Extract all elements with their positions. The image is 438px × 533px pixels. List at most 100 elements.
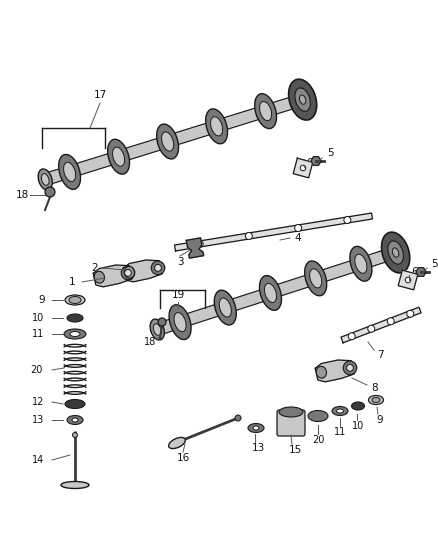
Ellipse shape xyxy=(254,94,276,128)
Text: 14: 14 xyxy=(32,455,44,465)
Ellipse shape xyxy=(388,241,403,264)
Circle shape xyxy=(124,270,131,276)
Ellipse shape xyxy=(64,329,86,339)
Ellipse shape xyxy=(157,124,179,159)
Text: 10: 10 xyxy=(352,421,364,431)
Ellipse shape xyxy=(372,398,380,402)
Polygon shape xyxy=(311,157,321,165)
Ellipse shape xyxy=(94,271,105,283)
Ellipse shape xyxy=(235,415,241,421)
Circle shape xyxy=(295,224,302,231)
Ellipse shape xyxy=(289,79,317,120)
Ellipse shape xyxy=(381,232,410,273)
Circle shape xyxy=(158,318,166,326)
Circle shape xyxy=(155,264,161,271)
Circle shape xyxy=(151,261,165,274)
Text: 18: 18 xyxy=(144,337,156,347)
Ellipse shape xyxy=(65,295,85,305)
Text: 5: 5 xyxy=(432,259,438,269)
Text: 17: 17 xyxy=(93,90,106,100)
Ellipse shape xyxy=(295,88,311,111)
Ellipse shape xyxy=(300,95,306,104)
Text: 12: 12 xyxy=(32,397,44,407)
Ellipse shape xyxy=(65,400,85,408)
Polygon shape xyxy=(174,213,372,251)
Circle shape xyxy=(343,361,357,375)
Text: 18: 18 xyxy=(15,190,28,200)
Polygon shape xyxy=(293,158,313,178)
Ellipse shape xyxy=(260,101,272,120)
Text: 16: 16 xyxy=(177,453,190,463)
Text: 11: 11 xyxy=(32,329,44,339)
Text: 20: 20 xyxy=(312,435,324,445)
Polygon shape xyxy=(124,260,165,282)
Ellipse shape xyxy=(392,248,399,257)
Circle shape xyxy=(346,365,353,372)
Ellipse shape xyxy=(61,481,89,489)
Ellipse shape xyxy=(69,296,81,303)
Ellipse shape xyxy=(169,438,185,449)
Ellipse shape xyxy=(279,407,303,417)
Ellipse shape xyxy=(265,284,276,303)
Text: 6: 6 xyxy=(307,158,313,168)
Ellipse shape xyxy=(219,298,231,317)
Ellipse shape xyxy=(153,324,161,335)
Ellipse shape xyxy=(59,155,81,189)
Ellipse shape xyxy=(352,402,364,410)
Ellipse shape xyxy=(67,416,83,424)
Circle shape xyxy=(368,325,375,332)
Ellipse shape xyxy=(350,246,372,281)
Ellipse shape xyxy=(162,132,173,151)
Ellipse shape xyxy=(67,314,83,322)
Circle shape xyxy=(344,216,351,223)
Ellipse shape xyxy=(308,410,328,422)
Text: 20: 20 xyxy=(30,365,42,375)
Ellipse shape xyxy=(169,305,191,340)
Circle shape xyxy=(387,318,394,325)
Text: 4: 4 xyxy=(295,233,301,243)
Ellipse shape xyxy=(211,117,223,136)
Circle shape xyxy=(407,310,414,317)
Ellipse shape xyxy=(72,418,78,422)
Ellipse shape xyxy=(368,395,384,405)
Ellipse shape xyxy=(259,276,282,310)
FancyBboxPatch shape xyxy=(277,410,305,436)
Circle shape xyxy=(45,187,55,197)
Text: 15: 15 xyxy=(288,445,302,455)
Ellipse shape xyxy=(73,432,78,438)
Text: 1: 1 xyxy=(69,277,75,287)
Ellipse shape xyxy=(332,407,348,416)
Ellipse shape xyxy=(214,290,236,325)
Text: 5: 5 xyxy=(327,148,333,158)
Circle shape xyxy=(245,232,252,239)
Text: 7: 7 xyxy=(377,350,383,360)
Ellipse shape xyxy=(253,426,259,430)
Text: 8: 8 xyxy=(372,383,378,393)
Polygon shape xyxy=(160,249,390,334)
Ellipse shape xyxy=(316,366,326,378)
Ellipse shape xyxy=(64,163,76,182)
Polygon shape xyxy=(416,268,426,276)
Ellipse shape xyxy=(38,169,52,190)
Ellipse shape xyxy=(336,409,343,413)
Circle shape xyxy=(121,266,135,280)
Text: 9: 9 xyxy=(39,295,45,305)
Ellipse shape xyxy=(355,254,367,273)
Text: 9: 9 xyxy=(377,415,383,425)
Ellipse shape xyxy=(305,261,327,296)
Ellipse shape xyxy=(108,139,130,174)
Circle shape xyxy=(196,240,203,247)
Ellipse shape xyxy=(206,109,227,144)
Text: 10: 10 xyxy=(32,313,44,323)
Ellipse shape xyxy=(310,269,322,288)
Circle shape xyxy=(348,333,355,340)
Polygon shape xyxy=(48,96,297,184)
Ellipse shape xyxy=(70,332,80,336)
Ellipse shape xyxy=(174,312,186,332)
Circle shape xyxy=(300,165,306,171)
Polygon shape xyxy=(341,307,421,343)
Polygon shape xyxy=(398,270,418,290)
Ellipse shape xyxy=(124,266,134,278)
Polygon shape xyxy=(315,360,357,382)
Text: 2: 2 xyxy=(92,263,98,273)
